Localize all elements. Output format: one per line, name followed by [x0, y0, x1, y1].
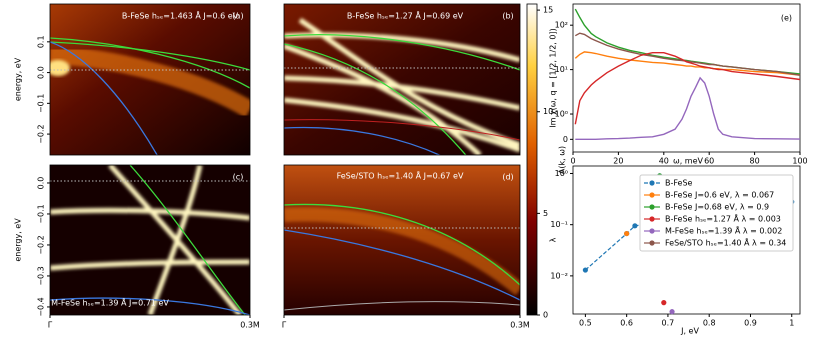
colorbar-tick-label: 0 [543, 311, 548, 320]
y-tick-label: 0.0 [37, 177, 46, 190]
data-line [574, 32, 801, 76]
heatmap-d [284, 165, 520, 315]
x-tick-label: 0.6 [620, 319, 633, 328]
legend-label: B-FeSe J=0.68 eV, λ = 0.9 [665, 203, 769, 212]
x-tick-label: Γ [48, 321, 53, 330]
x-tick-label: 0 [570, 157, 575, 166]
panel-label: (b) [502, 12, 513, 21]
y-axis-label: energy, eV [14, 57, 23, 101]
x-tick-label: 0.8 [703, 319, 716, 328]
y-tick-label: 0.1 [37, 35, 46, 48]
legend-swatch [649, 228, 655, 234]
x-tick-label: Γ [282, 321, 287, 330]
panel-title: B-FeSe hₛₑ=1.463 Å J=0.6 eV [122, 10, 239, 21]
legend-swatch [649, 180, 655, 186]
colorbar-tick-label: 5 [543, 209, 548, 218]
heatmap-b [284, 4, 520, 155]
y-tick-label: 10¹ [555, 65, 568, 74]
x-tick-label: 0.7 [662, 319, 675, 328]
y-tick-label: −0.1 [37, 204, 46, 223]
y-tick-label: −0.2 [37, 235, 46, 254]
x-axis-label: J, eV [680, 327, 699, 336]
legend-label: B-FeSe hₛₑ=1.27 Å λ = 0.003 [665, 213, 781, 224]
x-tick-label: 20 [613, 157, 623, 166]
y-tick-label: −0.2 [37, 124, 46, 143]
x-axis-label: ω, meV [673, 157, 704, 166]
panel-label: (e) [781, 14, 792, 23]
x-tick-label: 100 [792, 157, 807, 166]
data-point [624, 230, 630, 237]
panel-label: (a) [232, 12, 243, 21]
y-tick-label: −0.4 [37, 297, 46, 316]
data-point [669, 309, 675, 315]
panel-label: (d) [502, 173, 513, 182]
legend: B-FeSe B-FeSe J=0.6 eV, λ = 0.067 B-FeSe J… [639, 174, 794, 252]
y-tick-label: 0 [563, 135, 568, 144]
x-tick-label: 0.5 [579, 319, 592, 328]
panel-label: (c) [233, 173, 244, 182]
y-tick-label: 10⁰ [555, 110, 568, 119]
x-tick-label: 0.9 [744, 319, 757, 328]
legend-swatch [649, 240, 655, 246]
colorbar-tick-label: 15 [543, 6, 553, 15]
legend-label: B-FeSe J=0.6 eV, λ = 0.067 [665, 191, 774, 200]
colorbar-tick-label: 10 [543, 107, 553, 116]
legend-swatch [649, 192, 655, 198]
panel-title: B-FeSe hₛₑ=1.27 Å J=0.69 eV [347, 10, 464, 21]
legend-box [639, 174, 794, 252]
y-tick-label: 10² [555, 21, 568, 30]
data-point [632, 223, 638, 229]
data-line [575, 76, 801, 140]
data-line [574, 52, 801, 125]
data-point [661, 300, 667, 306]
heatmap-a [50, 4, 250, 155]
y-tick-label: 0.0 [37, 66, 46, 79]
y-tick-label: 10⁰ [555, 169, 568, 178]
y-tick-label: −0.3 [37, 266, 46, 285]
x-tick-label: 1 [789, 319, 794, 328]
y-axis-label: Im χ(ω, q = [1/2, 1/2, 0]) [549, 28, 558, 127]
data-line [574, 8, 801, 75]
x-tick-label: 80 [750, 157, 760, 166]
y-tick-label: −0.1 [37, 94, 46, 113]
x-tick-label: 0.3M [510, 321, 530, 330]
data-point [582, 267, 588, 273]
y-axis-label: energy, eV [14, 218, 23, 262]
legend-swatch [649, 204, 655, 210]
legend-swatch [649, 216, 655, 222]
frames [49, 3, 801, 316]
heatmap-c [50, 165, 250, 315]
colorbar-label: A(k, ω) [558, 146, 567, 174]
x-tick-label: 60 [704, 157, 714, 166]
y-tick-label: 10⁻¹ [550, 220, 568, 229]
legend-label: M-FeSe hₛₑ=1.39 Å λ = 0.002 [665, 225, 782, 236]
y-tick-label: 10⁻² [550, 271, 568, 280]
y-axis-label: λ [549, 237, 558, 242]
legend-label: B-FeSe [665, 179, 693, 188]
panel-title: M-FeSe hₛₑ=1.39 Å J=0.71 eV [51, 297, 169, 308]
x-tick-label: 0.3M [240, 321, 260, 330]
legend-label: FeSe/STO hₛₑ=1.40 Å λ = 0.34 [665, 237, 786, 248]
panel-title: FeSe/STO hₛₑ=1.40 Å J=0.67 eV [337, 170, 464, 181]
x-tick-label: 40 [659, 157, 669, 166]
